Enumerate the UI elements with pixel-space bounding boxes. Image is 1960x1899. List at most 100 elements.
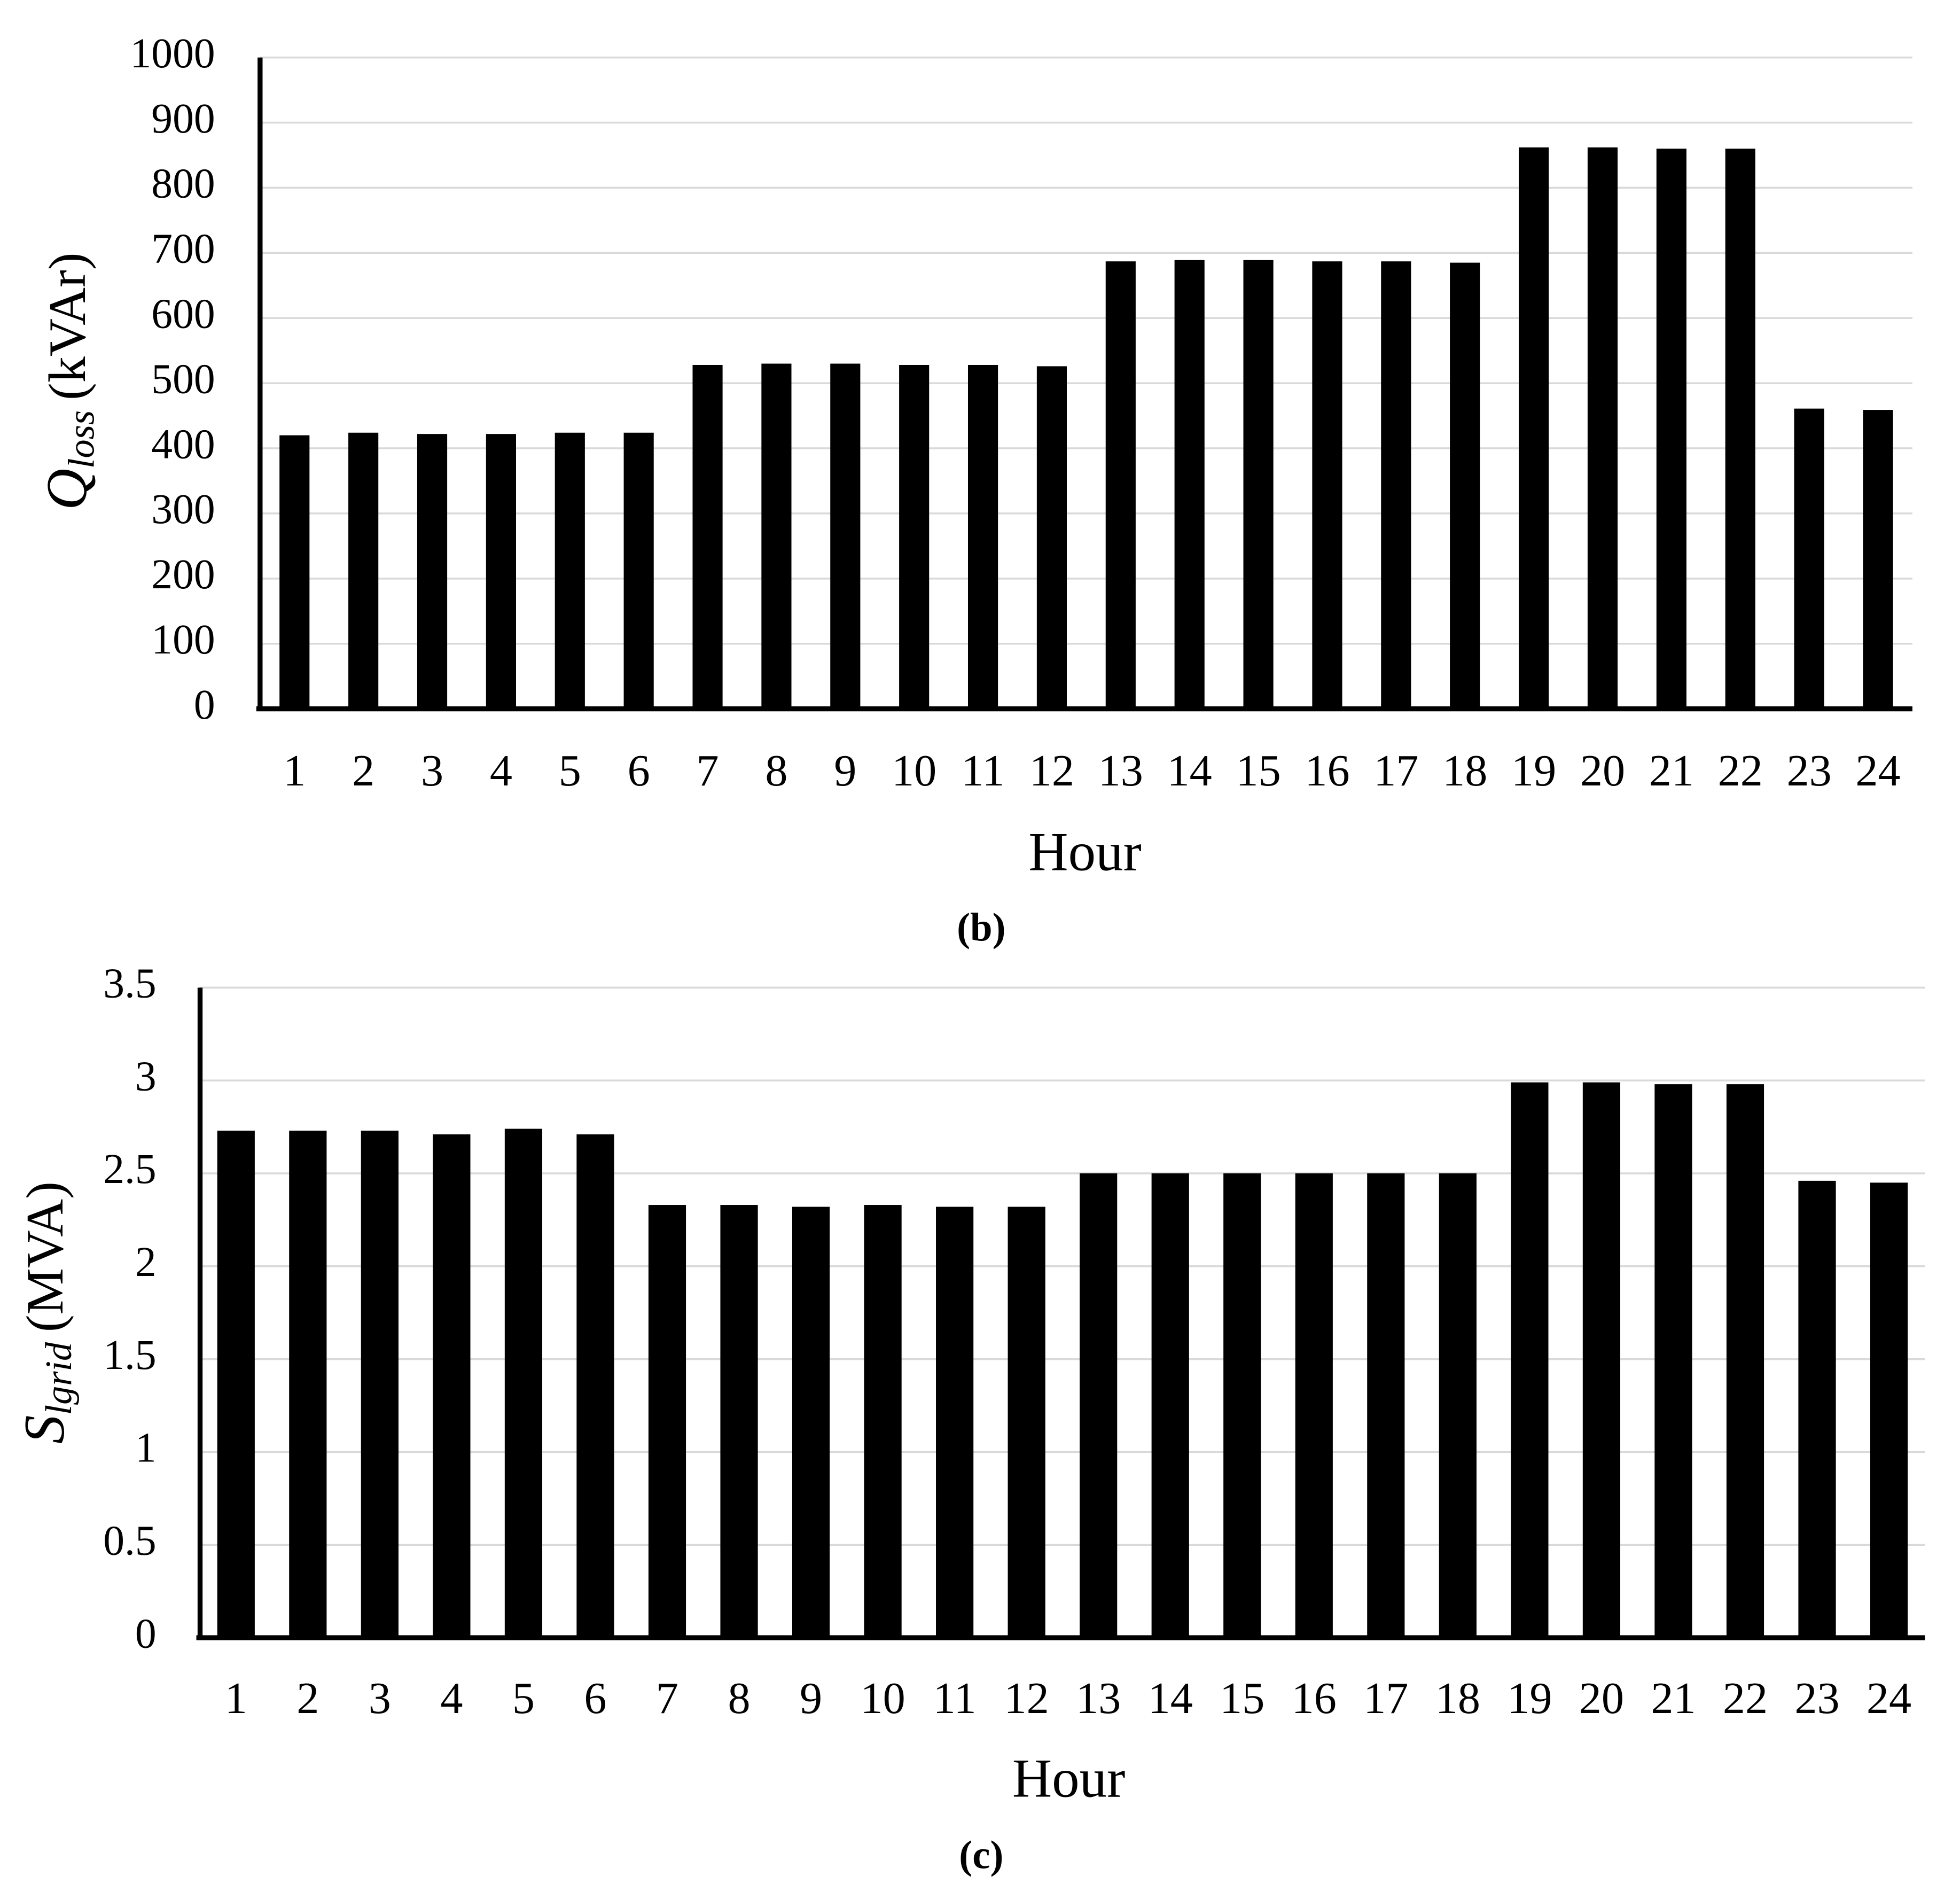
- x-tick-label: 18: [1442, 746, 1487, 796]
- bar: [279, 435, 310, 709]
- y-tick-label: 400: [151, 421, 215, 468]
- bar: [1519, 147, 1549, 709]
- bar: [1295, 1173, 1333, 1638]
- x-tick-label: 6: [584, 1674, 606, 1723]
- x-tick-label: 14: [1148, 1674, 1193, 1723]
- bar: [1223, 1173, 1261, 1638]
- x-axis-title: Hour: [1012, 1748, 1126, 1809]
- bar: [761, 363, 792, 709]
- x-tick-label: 3: [369, 1674, 391, 1723]
- y-tick-label: 2: [135, 1239, 157, 1286]
- bar: [486, 434, 516, 709]
- x-tick-label: 1: [225, 1674, 247, 1723]
- bar: [864, 1205, 902, 1638]
- x-tick-label: 5: [559, 746, 581, 796]
- y-tick-label: 1: [135, 1425, 157, 1472]
- x-tick-label: 19: [1511, 746, 1556, 796]
- x-tick-label: 12: [1029, 746, 1074, 796]
- bar: [433, 1134, 471, 1638]
- x-axis-title: Hour: [1028, 822, 1142, 883]
- bar: [1582, 1082, 1621, 1638]
- x-tick-label: 11: [933, 1674, 977, 1723]
- x-tick-label: 24: [1855, 746, 1900, 796]
- x-tick-label: 11: [962, 746, 1005, 796]
- x-tick-label: 15: [1236, 746, 1280, 796]
- y-axis-title: Qloss (kVAr): [35, 253, 103, 510]
- x-tick-label: 7: [696, 746, 719, 796]
- x-tick-label: 1: [283, 746, 306, 796]
- bar: [648, 1205, 686, 1638]
- x-tick-label: 13: [1098, 746, 1143, 796]
- bar: [417, 434, 448, 709]
- bar: [1798, 1180, 1836, 1638]
- bar: [1243, 260, 1274, 709]
- y-axis-unit: (kVAr): [38, 253, 96, 401]
- y-tick-label: 1.5: [103, 1332, 156, 1379]
- x-tick-label: 20: [1579, 1674, 1624, 1723]
- x-tick-label: 4: [490, 746, 512, 796]
- bar: [623, 432, 654, 709]
- x-tick-label: 18: [1435, 1674, 1480, 1723]
- x-tick-label: 2: [352, 746, 374, 796]
- y-tick-label: 800: [151, 160, 215, 207]
- bar: [1654, 1084, 1692, 1638]
- x-tick-label: 15: [1220, 1674, 1264, 1723]
- caption: (c): [959, 1833, 1003, 1877]
- bar: [1863, 410, 1893, 709]
- bar: [830, 363, 861, 709]
- bar: [967, 364, 998, 709]
- y-tick-label: 3: [135, 1053, 157, 1100]
- x-tick-label: 9: [834, 746, 856, 796]
- bar: [1511, 1082, 1549, 1638]
- bar: [1725, 149, 1755, 709]
- bar: [936, 1207, 974, 1638]
- bar: [1008, 1207, 1045, 1638]
- y-tick-label: 600: [151, 290, 215, 337]
- x-tick-label: 3: [421, 746, 443, 796]
- x-tick-label: 22: [1723, 1674, 1768, 1723]
- x-tick-label: 21: [1651, 1674, 1696, 1723]
- bar: [504, 1128, 543, 1638]
- y-axis-symbol: Q: [35, 469, 99, 510]
- x-tick-label: 12: [1004, 1674, 1049, 1723]
- y-tick-label: 900: [151, 95, 215, 142]
- caption: (b): [957, 905, 1006, 949]
- x-tick-label: 7: [656, 1674, 678, 1723]
- x-tick-label: 10: [892, 746, 936, 796]
- x-tick-label: 8: [765, 746, 787, 796]
- y-tick-label: 0.5: [103, 1517, 156, 1564]
- y-tick-label: 300: [151, 486, 215, 533]
- y-tick-label: 0: [194, 681, 215, 728]
- bar: [1656, 149, 1686, 709]
- x-tick-label: 9: [800, 1674, 822, 1723]
- y-tick-label: 200: [151, 551, 215, 598]
- y-tick-label: 100: [151, 616, 215, 663]
- y-tick-label: 500: [151, 355, 215, 402]
- x-tick-label: 24: [1867, 1674, 1911, 1723]
- bar: [899, 364, 930, 709]
- bar: [1080, 1173, 1118, 1638]
- y-tick-label: 3.5: [103, 960, 156, 1007]
- x-tick-label: 23: [1786, 746, 1831, 796]
- x-tick-label: 13: [1076, 1674, 1121, 1723]
- bar: [1726, 1084, 1764, 1638]
- bar: [1870, 1182, 1908, 1638]
- bar: [1312, 261, 1342, 709]
- x-tick-label: 5: [512, 1674, 535, 1723]
- x-tick-label: 8: [728, 1674, 750, 1723]
- bar: [1036, 366, 1067, 709]
- y-axis-unit: (MVA): [15, 1181, 74, 1332]
- x-tick-label: 16: [1305, 746, 1349, 796]
- x-tick-label: 19: [1507, 1674, 1552, 1723]
- bar: [692, 364, 723, 709]
- x-tick-label: 2: [296, 1674, 319, 1723]
- bar: [1174, 260, 1205, 709]
- y-axis-title: Slgrid (MVA): [12, 1181, 80, 1444]
- x-tick-label: 21: [1649, 746, 1694, 796]
- bar: [792, 1207, 830, 1638]
- bar: [1151, 1173, 1189, 1638]
- x-tick-label: 14: [1167, 746, 1212, 796]
- bar: [1367, 1173, 1405, 1638]
